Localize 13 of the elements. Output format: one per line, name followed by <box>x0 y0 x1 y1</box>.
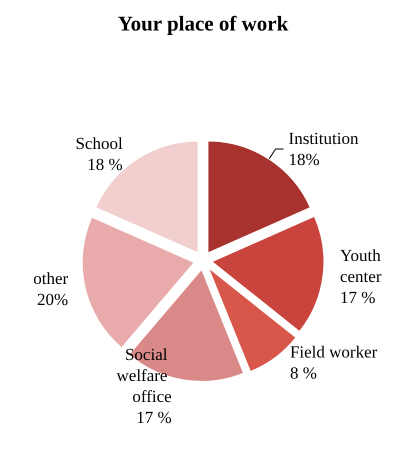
slice-label: School <box>75 134 123 154</box>
data-label: 18% <box>288 150 320 170</box>
data-label: 18 % <box>87 155 123 174</box>
slice-label: Institution <box>288 129 359 148</box>
data-label: 20% <box>37 290 68 309</box>
slice-label: Youth center <box>340 246 386 286</box>
data-label: 8 % <box>290 363 317 382</box>
slice-label: Field worker <box>290 342 378 362</box>
slice-label: Social welfare office <box>116 344 172 406</box>
data-label: 17 % <box>136 408 172 427</box>
chart-title: Your place of work <box>118 12 289 36</box>
slice-label: other <box>33 268 69 288</box>
data-label: 17 % <box>340 288 376 308</box>
